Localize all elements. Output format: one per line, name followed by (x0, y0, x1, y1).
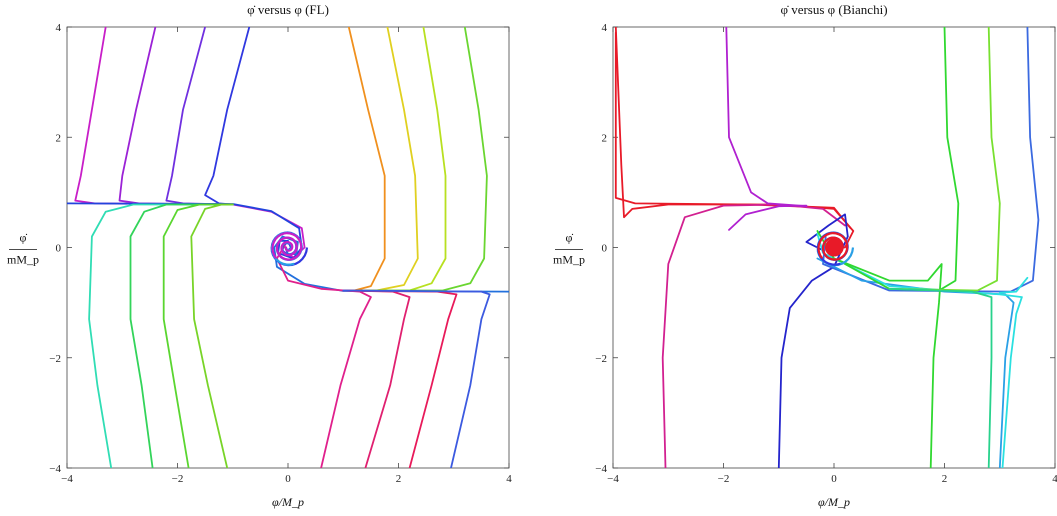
x-tick-label: 2 (942, 473, 948, 485)
y-tick-label: −2 (595, 353, 607, 365)
trajectory-group (614, 27, 1040, 468)
y-tick-label: −2 (49, 353, 61, 365)
chart-panel-fl: −4 −2 0 2 4 −4 −2 0 2 4 φ̇ versus φ (FL) φ/M_p φ̇ mM_… (7, 2, 512, 509)
trajectory-line-7 (822, 27, 1040, 293)
trajectory-line-15 (276, 243, 372, 468)
trajectory-line-14 (273, 235, 509, 293)
trajectory-line-6 (88, 203, 234, 468)
x-tick-label: 2 (396, 473, 402, 485)
y-axis-label-bottom: mM_p (553, 253, 585, 267)
trajectory-line-12 (816, 230, 943, 468)
chart-title: φ̇ versus φ (FL) (247, 2, 329, 17)
x-tick-label: −4 (61, 473, 73, 485)
trajectory-line-3 (165, 27, 234, 206)
x-axis-label: φ/M_p (818, 495, 850, 509)
chart-panel-bianchi: −4 −2 0 2 4 −4 −2 0 2 4 φ̇ versus φ (Bianchi) φ/M_p… (553, 2, 1057, 509)
trajectory-line-18 (342, 289, 491, 468)
trajectory-line-5 (67, 202, 303, 260)
y-tick-label: 2 (56, 132, 62, 144)
trajectory-line-2 (118, 27, 234, 206)
trajectory-line-4 (204, 27, 251, 206)
y-axis-label-top: φ̇ (566, 231, 574, 245)
trajectory-line-2 (614, 31, 852, 230)
trajectory-line-16 (342, 289, 411, 468)
y-tick-label: 2 (602, 132, 608, 144)
trajectory-line-13 (342, 27, 488, 292)
plot-frame (66, 26, 510, 469)
x-tick-label: −2 (172, 473, 184, 485)
x-tick-label: 4 (1052, 473, 1057, 485)
x-tick-label: −2 (718, 473, 730, 485)
x-tick-label: 0 (285, 473, 291, 485)
trajectory-line-9 (190, 203, 234, 468)
trajectory-line-1 (74, 27, 306, 259)
x-tick-label: −4 (607, 473, 619, 485)
trajectory-group (67, 27, 509, 468)
trajectory-line-7 (129, 203, 234, 468)
trajectory-line-4 (725, 27, 808, 208)
y-tick-label: 0 (56, 243, 62, 255)
trajectory-line-3 (661, 203, 846, 468)
trajectory-line-14 (888, 287, 993, 468)
spiral-attractor (271, 231, 303, 261)
x-axis-label: φ/M_p (272, 495, 304, 509)
y-tick-label: 0 (602, 243, 608, 255)
y-tick-label: 4 (56, 22, 62, 34)
y-tick-label: −4 (595, 463, 607, 475)
trajectory-line-11 (844, 27, 960, 292)
y-tick-label: −4 (49, 463, 61, 475)
trajectory-line-8 (162, 203, 234, 468)
y-axis-label-bottom: mM_p (7, 253, 39, 267)
x-tick-label: 4 (506, 473, 512, 485)
trajectory-line-13 (888, 27, 1001, 292)
chart-title: φ̇ versus φ (Bianchi) (780, 2, 887, 17)
trajectory-line-1 (614, 27, 855, 249)
x-tick-label: 0 (831, 473, 837, 485)
trajectory-line-10 (998, 276, 1029, 294)
attractor-dot (825, 238, 843, 257)
y-axis-label-top: φ̇ (20, 231, 28, 245)
y-tick-label: 4 (602, 22, 608, 34)
trajectory-line-5 (728, 204, 808, 231)
trajectory-line-10 (342, 27, 386, 292)
